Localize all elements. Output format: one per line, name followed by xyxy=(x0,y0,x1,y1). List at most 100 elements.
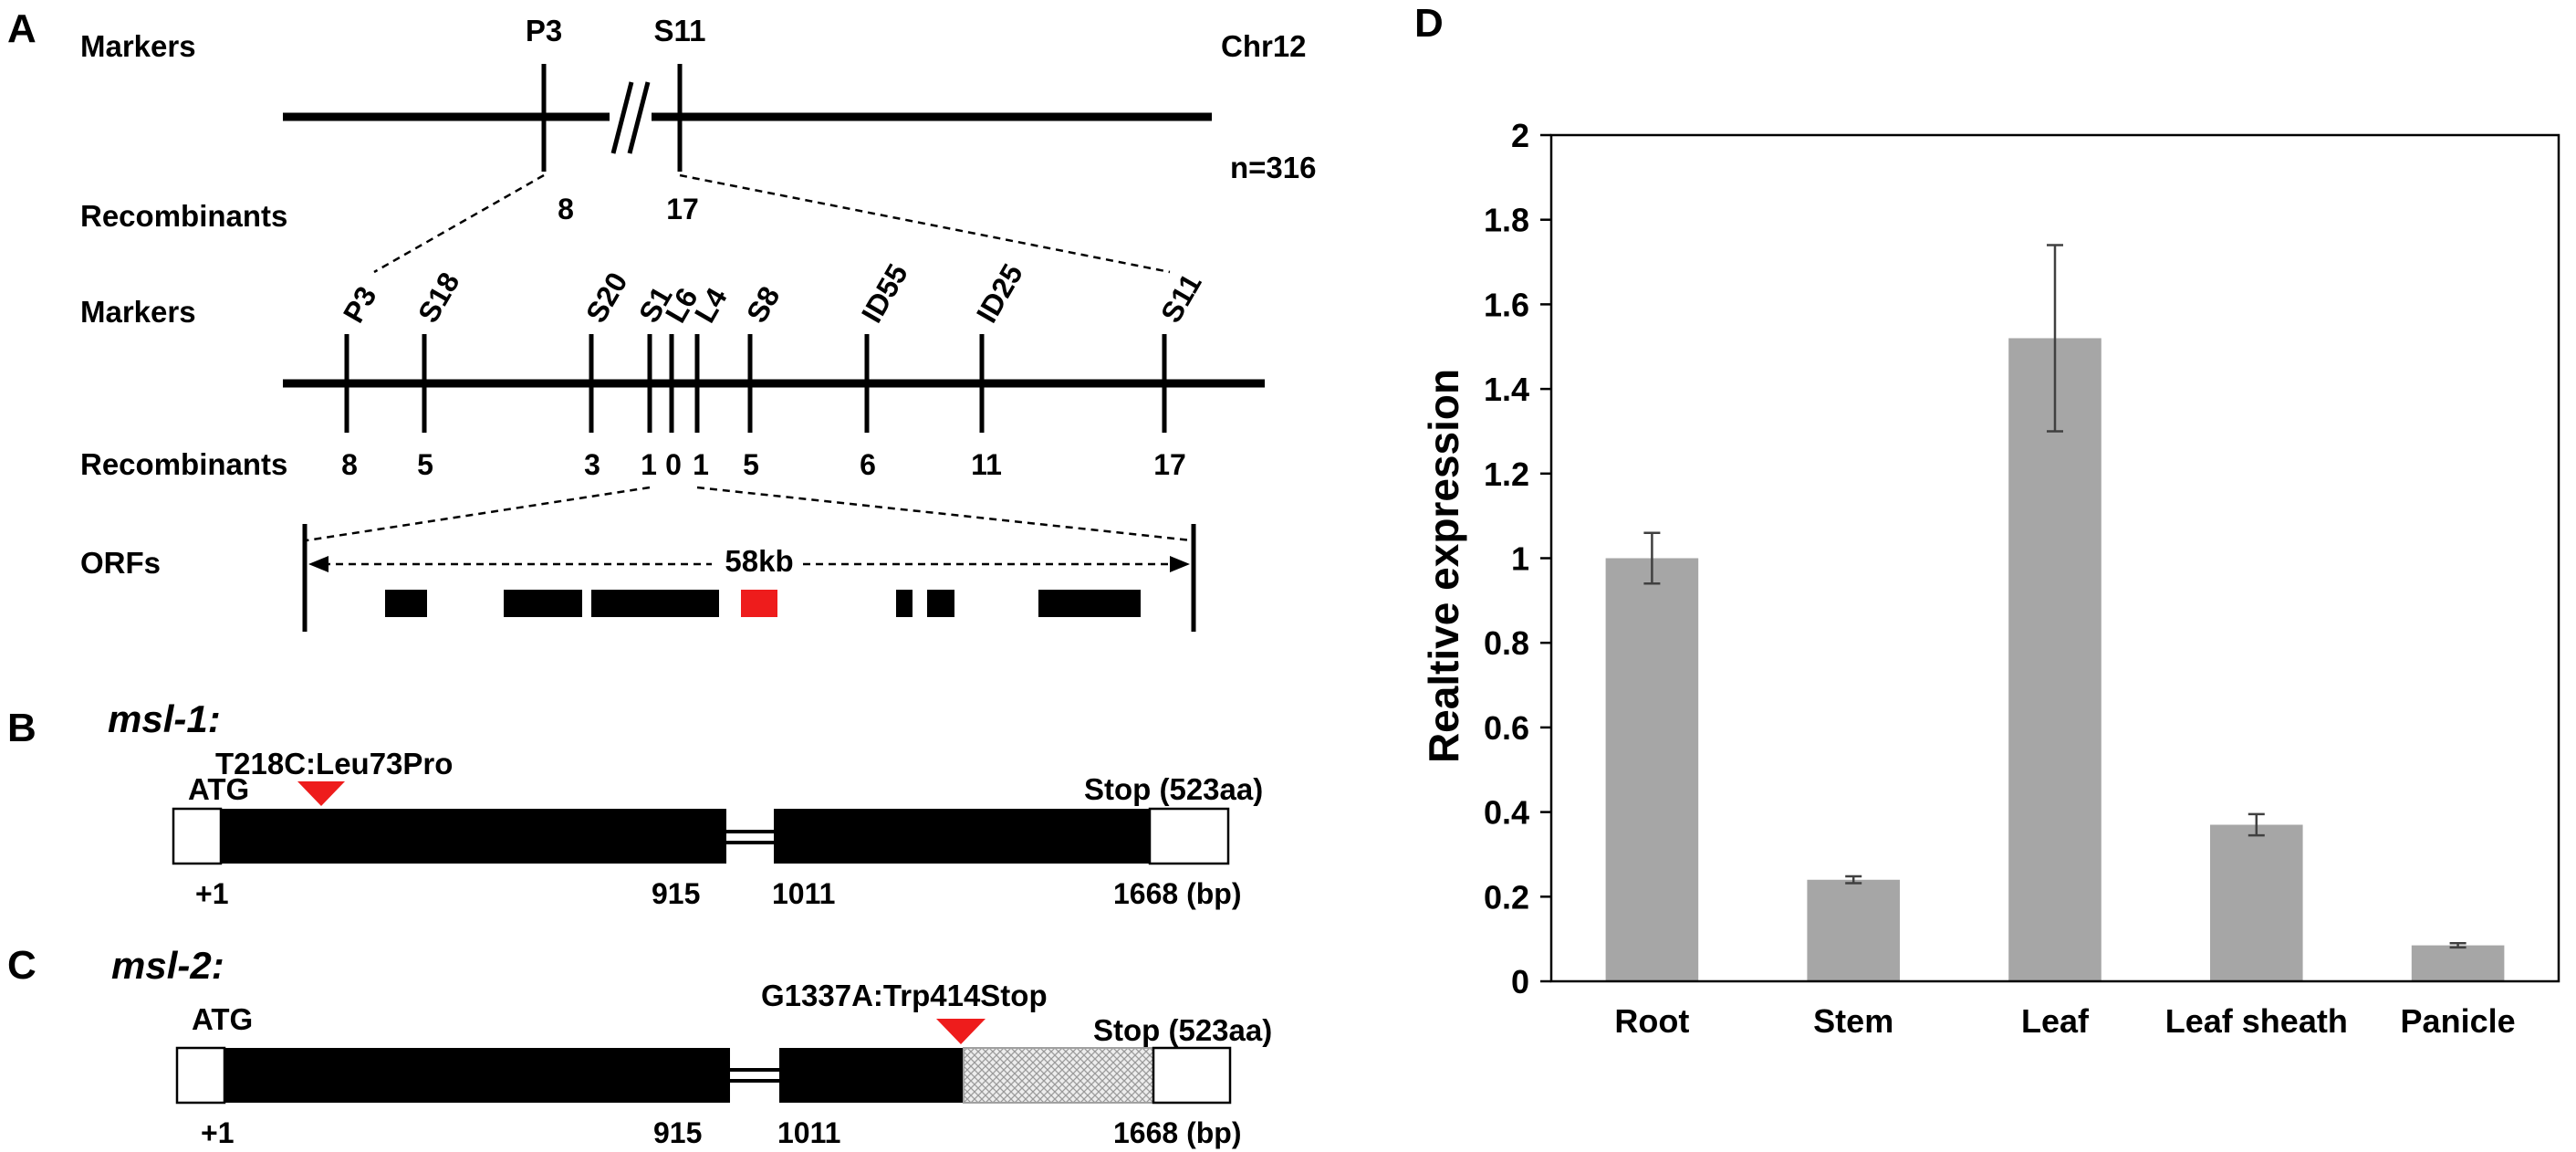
y-tick-label: 0.4 xyxy=(1484,794,1529,832)
row1-recombinant-p3: 8 xyxy=(558,193,574,225)
exon1-msl2 xyxy=(224,1048,730,1103)
pos-start-msl1: +1 xyxy=(195,877,228,910)
chromosome-break-mark xyxy=(610,81,634,154)
utr3-msl2 xyxy=(1152,1046,1232,1105)
fine-recombinant-id25: 11 xyxy=(971,448,1002,481)
bar xyxy=(2411,945,2505,981)
y-tick-label: 2 xyxy=(1511,117,1529,154)
panel-a: A Markers Chr12 n=316 Recombinants P3 S1… xyxy=(7,6,1317,632)
y-tick-label: 0.2 xyxy=(1484,878,1529,916)
panel-c-letter: C xyxy=(7,943,37,988)
utr5-msl1 xyxy=(172,807,223,865)
panel-c: C msl-2: G1337A:Trp414Stop ATG Stop (523… xyxy=(7,943,1272,1149)
pos-exon2-start-msl2: 1011 xyxy=(777,1116,840,1149)
allele-msl1: msl-1: xyxy=(108,697,221,740)
fine-recombinant-s18: 5 xyxy=(417,448,433,481)
sample-size: n=316 xyxy=(1230,151,1317,184)
fine-marker-label-s11: S11 xyxy=(1154,268,1208,329)
orf-box xyxy=(385,590,427,617)
zoom-line-right xyxy=(679,173,1171,274)
fine-recombinant-s1: 1 xyxy=(641,448,657,481)
utr3-msl1 xyxy=(1148,807,1230,865)
span-arrow-right-head xyxy=(1170,556,1190,572)
fine-recombinant-id55: 6 xyxy=(860,448,876,481)
bar xyxy=(2008,338,2101,982)
mutation-label-msl1: T218C:Leu73Pro xyxy=(215,747,453,780)
row1-marker-s11: S11 xyxy=(654,14,706,47)
pos-end-msl1: 1668 (bp) xyxy=(1113,877,1241,910)
y-tick-label: 0.6 xyxy=(1484,709,1529,747)
fine-marker-label-id25: ID25 xyxy=(970,258,1029,329)
span-arrow-left-head xyxy=(308,556,329,572)
allele-msl2: msl-2: xyxy=(111,944,224,987)
y-tick-label: 0 xyxy=(1511,963,1529,1000)
pos-exon1-end-msl1: 915 xyxy=(652,877,700,910)
row1-markers-label: Markers xyxy=(80,29,196,63)
fine-recombinant-s20: 3 xyxy=(584,448,600,481)
pos-end-msl2: 1668 (bp) xyxy=(1113,1116,1241,1149)
chr-label: Chr12 xyxy=(1221,29,1307,63)
utr5-msl2 xyxy=(175,1046,226,1105)
start-codon-msl2: ATG xyxy=(192,1002,253,1036)
orf-list xyxy=(385,590,1141,617)
row2-markers-label: Markers xyxy=(80,295,196,329)
panel-b: B msl-1: T218C:Leu73Pro ATG Stop (523aa)… xyxy=(7,697,1263,910)
orfs-label: ORFs xyxy=(80,546,161,580)
exon2-msl2 xyxy=(779,1048,964,1103)
panel-a-letter: A xyxy=(7,6,37,51)
panel-d: D Realtive expression 0 0.2 0.4 0.6 0.8 1 1.2 1… xyxy=(1414,1,2560,1040)
orf-box xyxy=(1038,590,1141,617)
y-tick-label: 1.6 xyxy=(1484,286,1529,323)
start-codon-msl1: ATG xyxy=(188,772,249,806)
truncated-region-msl2 xyxy=(963,1047,1154,1104)
row1-marker-p3: P3 xyxy=(526,14,562,47)
exon1-msl1 xyxy=(221,809,726,864)
fine-marker-label-l4: L4 xyxy=(688,282,734,329)
panel-d-letter: D xyxy=(1414,1,1444,46)
exon2-msl1 xyxy=(774,809,1150,864)
panel-b-letter: B xyxy=(7,706,37,750)
fine-map-recombinants: 8 5 3 1 0 1 5 6 11 17 xyxy=(341,448,1186,481)
x-tick-label: Root xyxy=(1614,1002,1689,1040)
orf-box xyxy=(896,590,913,617)
chromosome-break-mark xyxy=(627,81,651,154)
stop-codon-msl2: Stop (523aa) xyxy=(1093,1013,1272,1047)
fine-recombinant-l6: 0 xyxy=(665,448,682,481)
mutation-marker-msl1 xyxy=(297,781,345,806)
orf-box xyxy=(927,590,954,617)
fine-recombinant-s11: 17 xyxy=(1153,448,1186,481)
pos-exon1-end-msl2: 915 xyxy=(653,1116,702,1149)
y-tick-label: 1.8 xyxy=(1484,202,1529,239)
bar-chart: 0 0.2 0.4 0.6 0.8 1 1.2 1.4 1.6 1.8 2 Root Stem Leaf L… xyxy=(1484,117,2560,1040)
row2-recombinants-label: Recombinants xyxy=(80,447,287,481)
fine-marker-label-id55: ID55 xyxy=(855,258,914,329)
mutation-label-msl2: G1337A:Trp414Stop xyxy=(761,979,1048,1012)
orf-zoom-line-right xyxy=(696,486,1193,542)
orf-box xyxy=(591,590,719,617)
stop-codon-msl1: Stop (523aa) xyxy=(1084,772,1263,806)
fine-marker-label-s18: S18 xyxy=(412,267,466,328)
fine-recombinant-s8: 5 xyxy=(743,448,759,481)
span-label: 58kb xyxy=(725,544,793,578)
y-axis-label: Realtive expression xyxy=(1420,369,1467,763)
bar xyxy=(2210,824,2303,981)
row1-recombinants-label: Recombinants xyxy=(80,199,287,233)
fine-recombinant-p3: 8 xyxy=(341,448,358,481)
pos-start-msl2: +1 xyxy=(201,1116,234,1149)
x-tick-label: Panicle xyxy=(2401,1002,2516,1040)
fine-marker-label-s20: S20 xyxy=(579,267,634,328)
x-tick-label: Leaf sheath xyxy=(2165,1002,2348,1040)
fine-marker-label-s8: S8 xyxy=(740,281,787,329)
y-tick-label: 0.8 xyxy=(1484,624,1529,662)
orf-box xyxy=(504,590,582,617)
y-tick-label: 1.4 xyxy=(1484,371,1529,408)
row1-recombinant-s11: 17 xyxy=(666,193,699,225)
fine-map-markers xyxy=(344,334,1167,433)
bar xyxy=(1807,879,1900,981)
y-tick-label: 1.2 xyxy=(1484,456,1529,493)
pos-exon2-start-msl1: 1011 xyxy=(772,877,835,910)
plot-frame xyxy=(1549,133,2560,983)
orf-zoom-line-left xyxy=(306,486,651,542)
bar xyxy=(1605,558,1699,981)
